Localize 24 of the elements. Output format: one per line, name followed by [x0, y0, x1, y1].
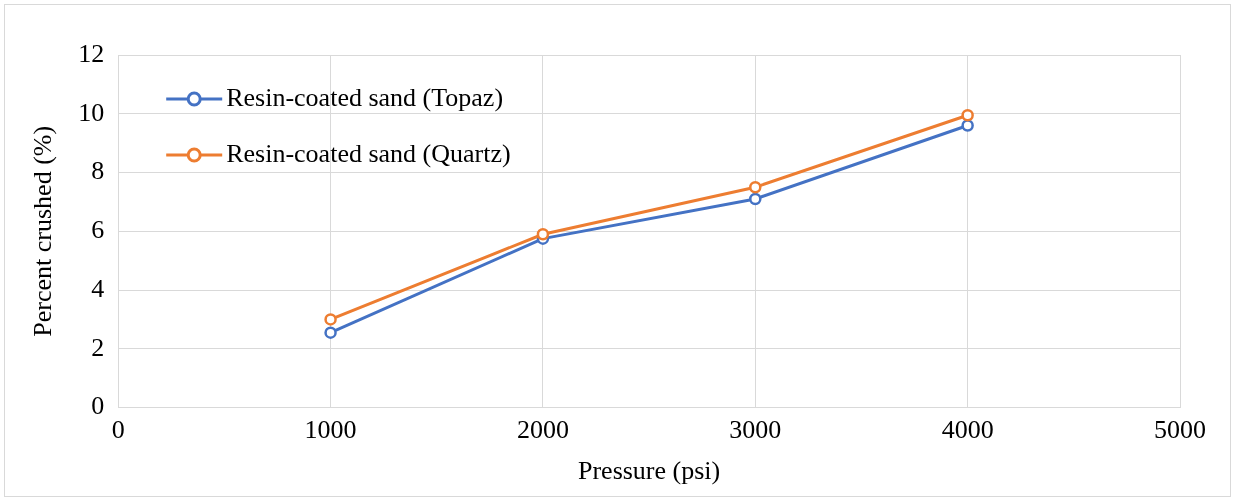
legend-label: Resin-coated sand (Topaz): [226, 82, 504, 112]
x-tick-label: 2000: [516, 415, 569, 445]
y-tick-label: 6: [91, 215, 105, 245]
point: [749, 192, 762, 206]
y-axis-title: Percent crushed (%): [28, 125, 58, 337]
point: [324, 313, 337, 326]
x-tick-label: 0: [111, 415, 125, 445]
y-tick-label: 10: [78, 97, 105, 127]
y-tick-label: 4: [91, 273, 105, 303]
point: [536, 227, 550, 241]
x-axis-title: Pressure (psi): [577, 456, 721, 486]
point: [961, 119, 974, 132]
legend-label: Resin-coated sand (Quartz): [226, 138, 511, 168]
y-tick-label: 8: [91, 156, 105, 186]
point: [961, 108, 974, 122]
y-tick-label: 0: [91, 391, 105, 421]
x-tick-label: 4000: [941, 415, 994, 445]
y-tick-label: 12: [78, 38, 105, 68]
x-tick-label: 5000: [1154, 415, 1206, 445]
point: [324, 326, 337, 339]
x-tick-label: 1000: [304, 415, 357, 445]
x-tick-label: 3000: [729, 415, 782, 445]
y-tick-label: 2: [91, 332, 105, 362]
point: [749, 180, 762, 194]
